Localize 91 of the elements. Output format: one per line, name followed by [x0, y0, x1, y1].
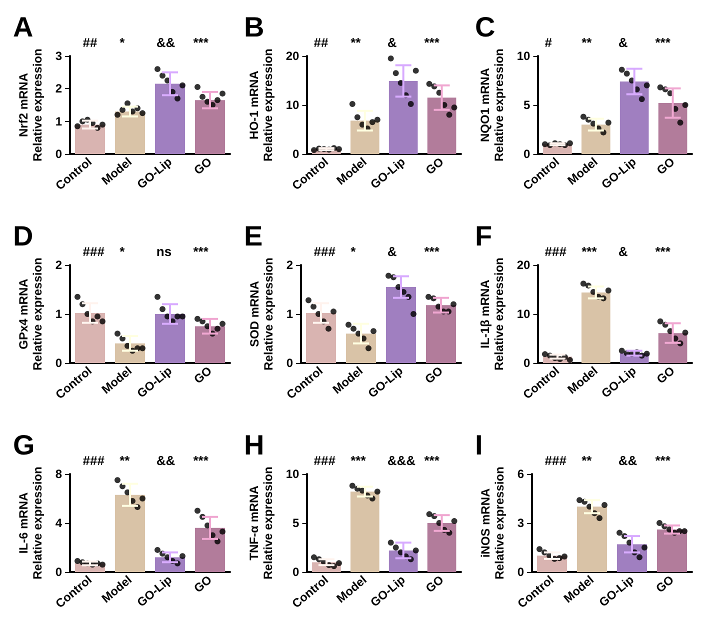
- text: &&: [156, 35, 176, 50]
- text: ***: [193, 453, 210, 468]
- y-tick-label: 2: [55, 258, 62, 272]
- text: **: [120, 453, 131, 468]
- y-tick-label: 0: [55, 356, 62, 370]
- y-tick-label: 5: [292, 516, 300, 530]
- y-axis-title: Nrf2 mRNA Relative expression: [16, 48, 44, 162]
- text: &: [387, 244, 397, 259]
- y-tick-label: 0: [55, 565, 62, 579]
- y-tick-label: 6: [517, 467, 524, 481]
- y-tick-label: 3: [55, 49, 62, 63]
- y-axis-title: GPx4 mRNA Relative expression: [16, 258, 44, 370]
- chart-title: F: [475, 220, 492, 252]
- text: &&: [156, 453, 176, 468]
- y-axis-title: SOD mRNA Relative expression: [247, 258, 276, 370]
- y-tick-label: 1: [55, 114, 62, 128]
- text: ##: [82, 35, 98, 50]
- text: ***: [424, 244, 440, 259]
- y-tick-label: 0: [286, 356, 294, 370]
- y-tick-label: 10: [286, 98, 300, 112]
- text: &&&: [387, 453, 416, 468]
- text: ***: [424, 35, 440, 50]
- y-tick-label: 20: [286, 49, 300, 63]
- y-tick-label: 0: [55, 147, 62, 161]
- text: &&: [618, 453, 638, 468]
- x-tick-label: GO: [191, 154, 214, 178]
- text: #: [544, 35, 553, 50]
- y-axis-title: NQO1 mRNA Relative expression: [478, 48, 506, 162]
- chart-title: A: [13, 12, 34, 42]
- text: **: [582, 35, 593, 50]
- text: ***: [655, 35, 672, 50]
- x-tick-label: GO: [422, 154, 446, 178]
- chart-title: E: [244, 220, 263, 252]
- y-axis-title: HO-1 mRNA Relative expression: [247, 48, 275, 162]
- text: ***: [655, 244, 672, 259]
- y-tick-label: 2: [286, 258, 294, 272]
- y-tick-label: 0: [292, 147, 300, 161]
- y-tick-label: 2: [55, 82, 62, 96]
- chart-title: H: [244, 430, 264, 460]
- text: ###: [314, 453, 336, 468]
- x-tick-label: GO: [422, 364, 446, 386]
- x-tick-label: GO: [653, 572, 676, 596]
- y-tick-label: 10: [286, 467, 300, 481]
- y-axis-title: iNOS mRNA Relative expression: [478, 466, 506, 580]
- text: **: [350, 35, 362, 50]
- y-tick-label: 20: [516, 258, 531, 272]
- text: *: [120, 35, 126, 50]
- x-tick-label: GO: [191, 572, 214, 596]
- text: ***: [655, 453, 672, 468]
- y-tick-label: 3: [517, 516, 524, 530]
- chart-title: I: [475, 430, 483, 460]
- x-tick-label: GO: [191, 364, 214, 386]
- y-tick-label: 4: [55, 516, 62, 530]
- y-tick-label: 10: [516, 307, 531, 321]
- text: ***: [582, 244, 598, 259]
- y-axis-title: TNF-α mRNA Relative expression: [247, 466, 275, 580]
- y-tick-label: 1: [286, 307, 294, 321]
- y-tick-label: 8: [55, 467, 62, 481]
- text: &: [618, 35, 628, 50]
- text: ***: [193, 35, 210, 50]
- text: ##: [314, 35, 330, 50]
- text: ***: [350, 453, 367, 468]
- chart-title: D: [13, 220, 34, 252]
- text: ###: [544, 453, 568, 468]
- text: *: [120, 244, 126, 259]
- text: ns: [156, 244, 172, 259]
- y-axis-title: IL-6 mRNA Relative expression: [16, 466, 44, 580]
- text: ###: [82, 453, 106, 468]
- text: &: [618, 244, 628, 259]
- y-axis-title: IL-1β mRNA Relative expression: [478, 258, 506, 370]
- y-tick-label: 0: [524, 356, 531, 370]
- y-tick-label: 0: [517, 565, 524, 579]
- text: ***: [424, 453, 440, 468]
- y-tick-label: 5: [524, 98, 531, 112]
- y-tick-label: 1: [55, 307, 62, 321]
- x-tick-label: GO: [654, 154, 678, 178]
- text: &: [387, 35, 397, 50]
- y-tick-label: 0: [524, 147, 531, 161]
- text: ###: [314, 244, 336, 259]
- text: ###: [82, 244, 106, 259]
- y-tick-label: 10: [516, 49, 531, 63]
- text: ***: [193, 244, 210, 259]
- x-tick-label: GO: [422, 572, 446, 596]
- chart-title: B: [244, 12, 264, 42]
- chart-title: G: [13, 430, 35, 460]
- text: *: [350, 244, 357, 259]
- y-tick-label: 0: [292, 565, 300, 579]
- text: **: [582, 453, 593, 468]
- chart-title: C: [475, 12, 496, 42]
- text: ###: [544, 244, 568, 259]
- x-tick-label: GO: [654, 364, 678, 386]
